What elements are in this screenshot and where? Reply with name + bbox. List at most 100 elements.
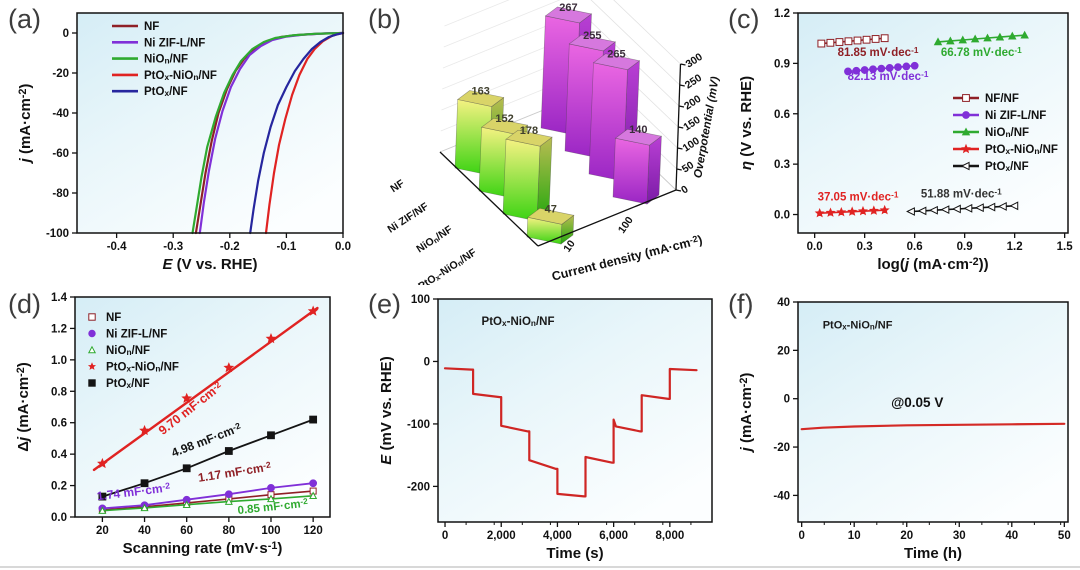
panel-f-chart: 0 10 20 30 40 50 40 20 0 -20 -40 Time (h) j (mA·cm-2… bbox=[738, 297, 1071, 562]
svg-text:-0.2: -0.2 bbox=[220, 241, 240, 253]
panel-c-chart: 0.0 0.3 0.6 0.9 1.2 1.5 0.0 0.3 0.6 0.9 1.2 log(j (… bbox=[738, 8, 1074, 273]
svg-text:-20: -20 bbox=[52, 68, 69, 80]
svg-text:81.85 mV·dec-1: 81.85 mV·dec-1 bbox=[838, 46, 919, 59]
svg-text:0.0: 0.0 bbox=[51, 512, 67, 524]
svg-text:1.4: 1.4 bbox=[51, 292, 68, 304]
svg-text:100: 100 bbox=[261, 525, 280, 537]
series bbox=[800, 422, 1066, 431]
svg-text:40: 40 bbox=[138, 525, 151, 537]
svg-text:η (V vs. RHE): η (V vs. RHE) bbox=[738, 76, 755, 170]
svg-text:-200: -200 bbox=[407, 481, 430, 493]
bar-3d bbox=[612, 128, 663, 205]
svg-text:30: 30 bbox=[953, 530, 966, 542]
svg-text:Time (h): Time (h) bbox=[904, 545, 962, 562]
series-group bbox=[191, 31, 345, 235]
panel-d-letter: (d) bbox=[8, 289, 41, 319]
panel-b-letter: (b) bbox=[368, 4, 401, 34]
svg-text:-40: -40 bbox=[52, 108, 69, 120]
svg-text:0.8: 0.8 bbox=[51, 386, 68, 398]
svg-text:2,000: 2,000 bbox=[487, 530, 516, 542]
series bbox=[443, 367, 698, 498]
series bbox=[817, 34, 889, 48]
svg-text:0: 0 bbox=[679, 183, 691, 196]
svg-text:0.6: 0.6 bbox=[774, 109, 790, 121]
svg-text:Ni ZIF-L/NF: Ni ZIF-L/NF bbox=[144, 37, 205, 49]
series-group bbox=[800, 422, 1066, 431]
svg-text:120: 120 bbox=[304, 525, 323, 537]
legend: NF Ni ZIF-L/NF NiOn/NF PtOx-NiOn/NF PtOx/NF bbox=[87, 312, 179, 390]
svg-text:255: 255 bbox=[583, 30, 601, 42]
svg-text:10: 10 bbox=[848, 530, 861, 542]
svg-text:0: 0 bbox=[784, 394, 790, 406]
svg-text:20: 20 bbox=[900, 530, 913, 542]
svg-text:140: 140 bbox=[629, 124, 647, 136]
bar-3d bbox=[502, 129, 553, 222]
svg-text:0: 0 bbox=[798, 530, 804, 542]
svg-text:-100: -100 bbox=[46, 228, 69, 240]
svg-text:PtOx-NiOn/NF: PtOx-NiOn/NF bbox=[144, 70, 217, 82]
series bbox=[933, 30, 1029, 46]
svg-text:-0.3: -0.3 bbox=[163, 241, 183, 253]
svg-text:20: 20 bbox=[777, 345, 790, 357]
svg-text:0.6: 0.6 bbox=[907, 241, 923, 253]
svg-text:0.0: 0.0 bbox=[774, 210, 790, 222]
panel-e: (e) 0 2,000 4,000 6,000 8,000 100 0 -100 -200 Tim… bbox=[360, 285, 720, 570]
series-group bbox=[92, 305, 319, 514]
panel-a-letter: (a) bbox=[8, 4, 41, 34]
svg-text:Δj (mA·cm-2): Δj (mA·cm-2) bbox=[15, 362, 32, 452]
svg-text:PtOx-NiOn/NF: PtOx-NiOn/NF bbox=[823, 320, 893, 332]
svg-text:250: 250 bbox=[683, 72, 704, 92]
svg-text:178: 178 bbox=[520, 125, 538, 137]
series bbox=[92, 305, 319, 472]
svg-text:6,000: 6,000 bbox=[599, 530, 628, 542]
panel-b-chart: 2672552651401631521784705010015020025030… bbox=[385, 0, 720, 285]
svg-text:-20: -20 bbox=[773, 442, 790, 454]
svg-text:47: 47 bbox=[545, 203, 557, 215]
panel-a: (a) -0.4 -0.3 -0.2 -0.1 0.0 0 -20 -40 -60 -80 -100… bbox=[0, 0, 360, 285]
svg-text:Time (s): Time (s) bbox=[546, 545, 603, 562]
svg-text:0.9: 0.9 bbox=[957, 241, 973, 253]
svg-text:0.4: 0.4 bbox=[51, 449, 68, 461]
series bbox=[98, 415, 318, 501]
svg-text:152: 152 bbox=[495, 113, 513, 125]
svg-text:0.0: 0.0 bbox=[335, 241, 351, 253]
svg-text:82.13 mV·dec-1: 82.13 mV·dec-1 bbox=[848, 71, 929, 84]
svg-text:0: 0 bbox=[424, 356, 430, 368]
panel-b: (b) 267 255 265 140 163 152 178 47 0 50 100 150 200 2… bbox=[360, 0, 720, 285]
svg-text:NiOn/NF: NiOn/NF bbox=[144, 54, 188, 66]
svg-text:-80: -80 bbox=[52, 188, 69, 200]
svg-text:-60: -60 bbox=[52, 148, 69, 160]
svg-text:E (V vs. RHE): E (V vs. RHE) bbox=[162, 256, 257, 273]
svg-text:37.05 mV·dec-1: 37.05 mV·dec-1 bbox=[818, 191, 899, 204]
svg-text:1.5: 1.5 bbox=[1057, 241, 1074, 253]
panel-d-chart: 20 40 60 80 100 120 0.0 0.2 0.4 0.6 0.8 1.0 1.2 1.4 Sc… bbox=[15, 292, 331, 557]
svg-text:80: 80 bbox=[222, 525, 235, 537]
panel-e-chart: 0 2,000 4,000 6,000 8,000 100 0 -100 -200 Time (s… bbox=[378, 294, 713, 562]
svg-text:50: 50 bbox=[1058, 530, 1071, 542]
svg-text:PtOx/NF: PtOx/NF bbox=[985, 161, 1029, 173]
panel-c: (c) 0.0 0.3 0.6 0.9 1.2 1.5 0.0 0.3 0.6 0.9 1.2 log… bbox=[720, 0, 1080, 285]
svg-text:-0.1: -0.1 bbox=[276, 241, 296, 253]
panel-d: (d) 20 40 60 80 100 120 0.0 0.2 0.4 0.6 0.8 1.0 1.2 1… bbox=[0, 285, 360, 570]
series bbox=[98, 479, 318, 513]
svg-text:0.3: 0.3 bbox=[857, 241, 873, 253]
svg-text:163: 163 bbox=[472, 86, 490, 98]
series bbox=[844, 61, 919, 76]
svg-text:@0.05 V: @0.05 V bbox=[891, 395, 943, 410]
svg-text:-0.4: -0.4 bbox=[107, 241, 127, 253]
panel-e-letter: (e) bbox=[368, 289, 401, 319]
series bbox=[906, 201, 1019, 216]
svg-text:267: 267 bbox=[559, 2, 577, 14]
svg-text:200: 200 bbox=[682, 93, 703, 113]
svg-text:log(j (mA·cm-2)): log(j (mA·cm-2)) bbox=[877, 256, 988, 273]
svg-text:0: 0 bbox=[442, 530, 448, 542]
legend: NF/NF Ni ZIF-L/NF NiOn/NF PtOx-NiOn/NF PtOx/… bbox=[953, 93, 1058, 173]
svg-text:PtOx-NiOn/NF: PtOx-NiOn/NF bbox=[482, 316, 555, 328]
svg-text:NiOn/NF: NiOn/NF bbox=[414, 223, 455, 256]
svg-text:300: 300 bbox=[684, 51, 705, 71]
series bbox=[249, 31, 345, 235]
svg-text:20: 20 bbox=[96, 525, 109, 537]
svg-text:40: 40 bbox=[1005, 530, 1018, 542]
svg-text:Scanning rate (mV·s-1): Scanning rate (mV·s-1) bbox=[123, 540, 283, 557]
svg-text:265: 265 bbox=[607, 49, 625, 61]
